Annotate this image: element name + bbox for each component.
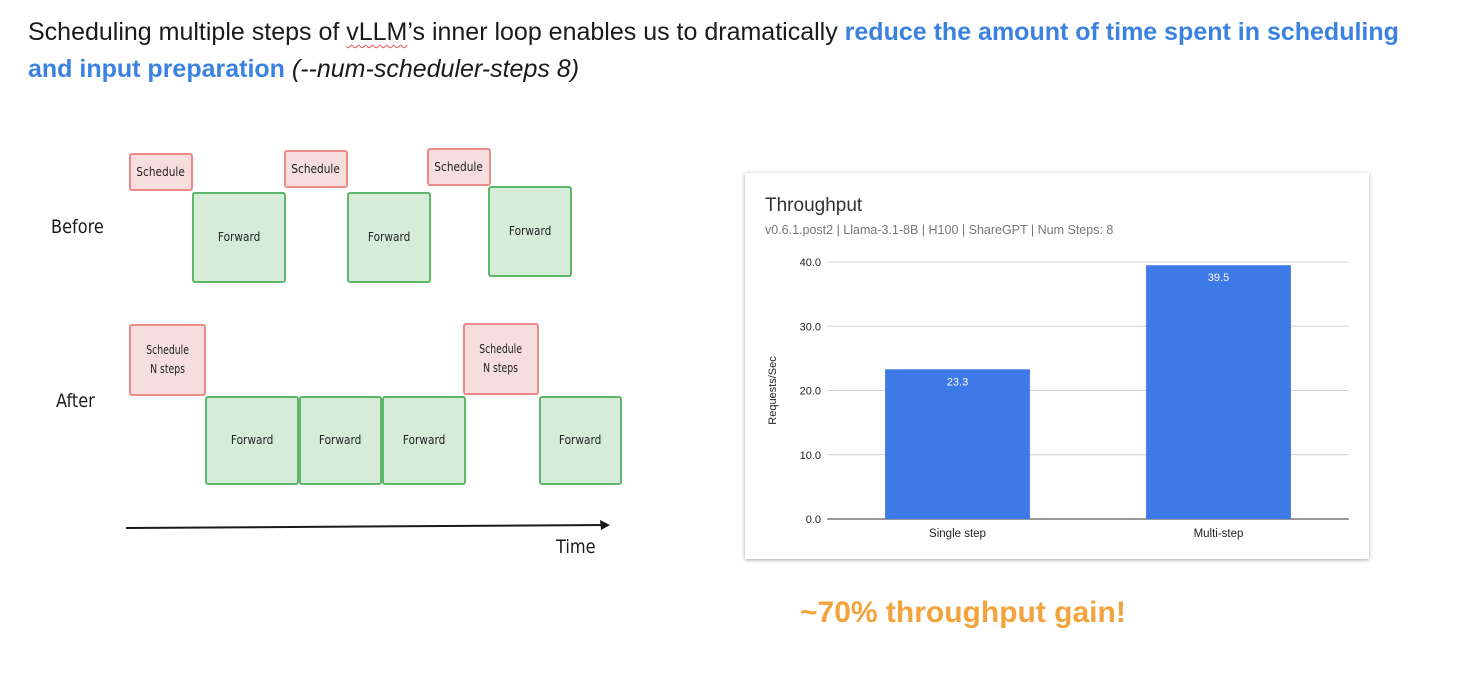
forward-box-label: Forward: [508, 224, 552, 238]
schedule-box-label: Schedule: [434, 159, 484, 174]
chart-title: Throughput: [765, 195, 863, 216]
forward-box-label: Forward: [367, 230, 411, 244]
after-forward-box: Forward: [205, 396, 299, 485]
bar: [1146, 265, 1291, 519]
forward-box-label: Forward: [230, 433, 274, 447]
bar: [885, 369, 1030, 519]
schedule-n-line-2: N steps: [150, 362, 185, 376]
bar-data-label: 23.3: [947, 376, 968, 388]
scheduling-diagram: Before After Schedule Forward Schedule F…: [51, 148, 622, 558]
throughput-chart: 0.0 10.0 20.0 30.0 40.0 Requests/Sec 23.3 Singl…: [767, 257, 1349, 540]
headline: Scheduling multiple steps of vLLM’s inne…: [28, 14, 1448, 88]
chart-subtitle: v0.6.1.post2 | Llama-3.1-8B | H100 | Sha…: [765, 223, 1114, 237]
headline-text-1: Scheduling multiple steps of: [28, 18, 347, 46]
headline-text-2: ’s inner loop enables us to dramatically: [407, 18, 845, 46]
after-forward-box: Forward: [539, 396, 622, 485]
x-tick-label: Multi-step: [1194, 528, 1244, 540]
forward-box-label: Forward: [217, 230, 261, 244]
schedule-box-label: Schedule: [291, 161, 341, 176]
forward-box-label: Forward: [319, 433, 362, 447]
schedule-n-line-2: N steps: [483, 361, 519, 375]
schedule-n-line-1: Schedule: [146, 343, 189, 357]
y-tick-label: 30.0: [800, 321, 821, 333]
schedule-n-line-1: Schedule: [479, 342, 523, 356]
y-tick-label: 40.0: [800, 257, 821, 269]
forward-box-label: Forward: [559, 433, 602, 447]
before-schedule-box: Schedule: [129, 153, 193, 191]
y-tick-label: 20.0: [800, 386, 821, 398]
x-tick-label: Single step: [929, 528, 986, 540]
before-schedule-box: Schedule: [284, 150, 348, 188]
before-forward-box: Forward: [488, 186, 572, 277]
y-tick-label: 10.0: [800, 450, 821, 462]
schedule-box-label: Schedule: [136, 164, 186, 179]
before-forward-box: Forward: [192, 192, 286, 283]
headline-flag: (--num-scheduler-steps 8): [284, 55, 580, 83]
time-arrow-icon: [126, 520, 610, 530]
before-label: Before: [51, 216, 104, 238]
y-tick-label: 0.0: [806, 514, 821, 526]
time-label: Time: [556, 536, 596, 558]
y-axis-label: Requests/Sec: [767, 356, 779, 425]
throughput-chart-card: Throughput v0.6.1.post2 | Llama-3.1-8B |…: [745, 173, 1369, 559]
after-forward-box: Forward: [299, 396, 382, 485]
forward-box-label: Forward: [402, 433, 446, 447]
before-forward-box: Forward: [347, 192, 431, 283]
before-schedule-box: Schedule: [427, 148, 491, 186]
bar-data-label: 39.5: [1208, 272, 1229, 284]
headline-highlight: reduce the amount of time spent in sched…: [28, 18, 1399, 83]
headline-product: vLLM: [346, 18, 408, 46]
after-label: After: [56, 390, 95, 412]
after-schedule-n-steps-box: Schedule N steps: [463, 323, 539, 395]
throughput-gain-callout: ~70% throughput gain!: [800, 596, 1126, 629]
after-schedule-n-steps-box: Schedule N steps: [129, 324, 206, 396]
after-forward-box: Forward: [382, 396, 466, 485]
